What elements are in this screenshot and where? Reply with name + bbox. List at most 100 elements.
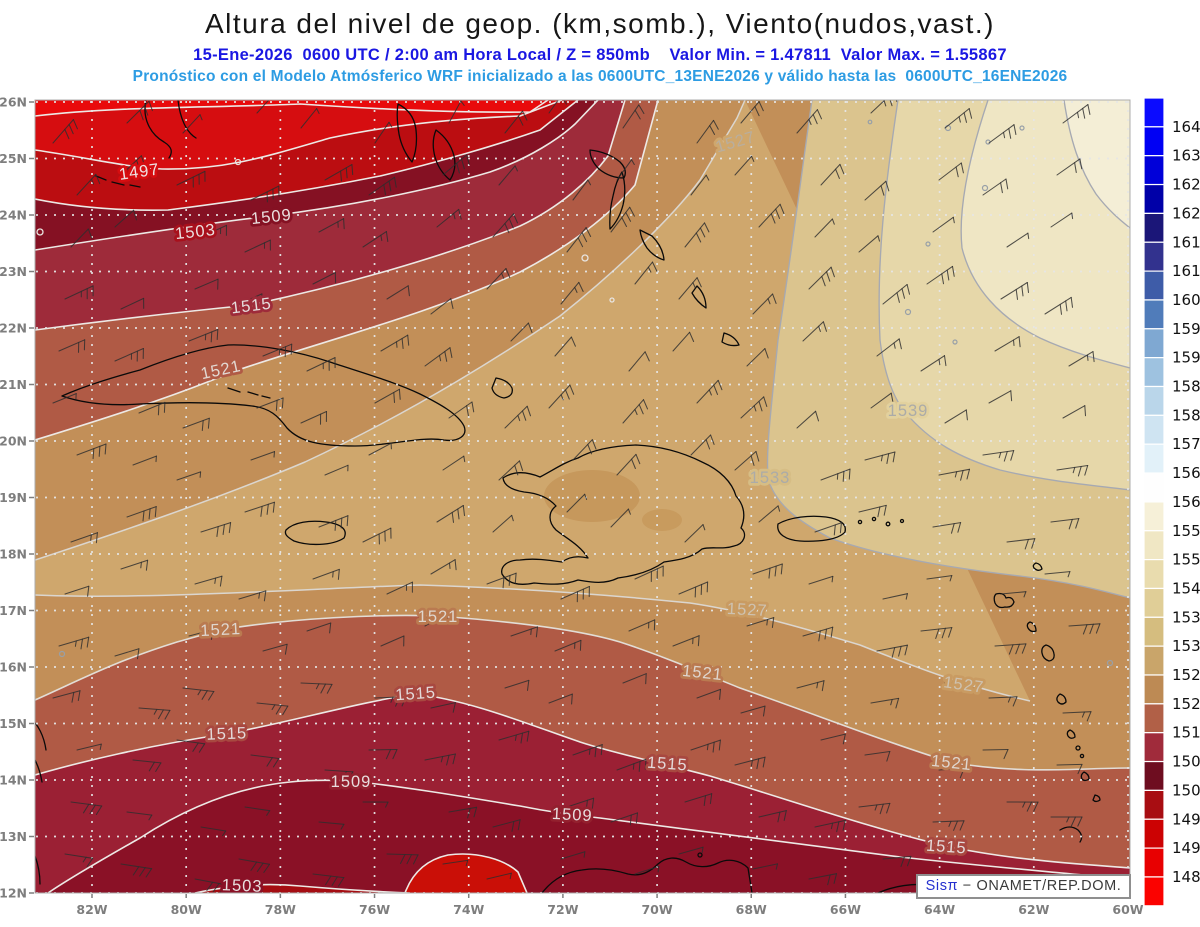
colorbar-segment — [1143, 385, 1165, 416]
lon-label: 66W — [830, 902, 861, 917]
lon-label: 60W — [1112, 902, 1143, 917]
lon-label: 78W — [265, 902, 296, 917]
colorbar-label: 1485 — [1172, 868, 1200, 886]
colorbar-segment — [1143, 530, 1165, 561]
colorbar-segment — [1143, 789, 1165, 820]
band-1551-plus — [1064, 100, 1130, 228]
contour-label: 1515 — [206, 724, 247, 743]
subtitle-line2: Pronóstico con el Modelo Atmósferico WRF… — [132, 68, 1068, 85]
lat-label: 12N — [0, 886, 27, 901]
lon-label: 70W — [641, 902, 672, 917]
colorbar-segment — [1143, 732, 1165, 763]
jamaica — [284, 520, 346, 546]
colorbar-segment — [1143, 760, 1165, 791]
colorbar-label: 1623 — [1172, 204, 1200, 222]
colorbar-label: 1599 — [1172, 320, 1200, 338]
colorbar-label: 1605 — [1172, 291, 1200, 309]
colorbar-label: 1635 — [1172, 147, 1200, 165]
colorbar-segment — [1143, 270, 1165, 301]
coastlines — [35, 100, 1114, 893]
colorbar-label: 1503 — [1172, 781, 1200, 799]
colorbar-segment — [1143, 155, 1165, 186]
band-1527-1533 — [35, 100, 1030, 701]
colorbar-segment — [1143, 472, 1165, 503]
bahamas — [396, 103, 740, 399]
axis-labels: 26N 25N 24N 23N 22N 21N 20N 19N 18N 17N 16N 15N 14N 1… — [0, 95, 1144, 918]
lat-label: 13N — [0, 829, 27, 844]
lon-label: 68W — [736, 902, 767, 917]
lon-label: 64W — [924, 902, 955, 917]
colorbar-segment — [1143, 558, 1165, 590]
colorbar-label: 1527 — [1172, 666, 1200, 684]
colorbar-segment — [1143, 443, 1165, 474]
lat-label: 22N — [0, 321, 27, 336]
colorbar-label: 1593 — [1172, 349, 1200, 367]
colorbar-segment — [1143, 674, 1165, 705]
cuba — [61, 344, 466, 447]
contour-label: 1527 — [726, 600, 768, 620]
colorbar-label: 1575 — [1172, 435, 1200, 453]
colorbar-segment — [1143, 876, 1165, 907]
contour-lines — [35, 100, 1130, 893]
colorbar-label: 1515 — [1172, 724, 1200, 742]
colorbar-label: 1545 — [1172, 579, 1200, 597]
lat-label: 23N — [0, 264, 27, 279]
colorbar-segment — [1143, 212, 1165, 243]
subtitle-line1: 15-Ene-2026 0600 UTC / 2:00 am Hora Loca… — [193, 46, 1007, 64]
lon-label: 76W — [359, 902, 390, 917]
colorbar-label: 1509 — [1172, 753, 1200, 771]
colorbar-label: 1557 — [1172, 522, 1200, 540]
lon-label: 82W — [76, 902, 107, 917]
puerto-rico — [777, 515, 846, 542]
colorbar-segment — [1143, 645, 1165, 676]
lat-label: 19N — [0, 490, 27, 505]
lon-label: 72W — [547, 902, 578, 917]
florida-keys — [95, 175, 141, 188]
watermark-brand: Sisπ — [925, 878, 959, 894]
colorbar-label: 1533 — [1172, 637, 1200, 655]
contour-label: 1521 — [200, 620, 242, 640]
colorbar-segment — [1143, 501, 1165, 532]
colorbar-segment — [1143, 587, 1165, 618]
map-border — [34, 99, 1131, 894]
watermark: Sisπ − ONAMET/REP.DOM. — [916, 874, 1131, 899]
watermark-org: − ONAMET/REP.DOM. — [958, 878, 1122, 894]
trinidad — [1059, 826, 1083, 843]
colorbar-segment — [1143, 328, 1165, 359]
graticule — [36, 101, 1129, 893]
colorbar-label: 1521 — [1172, 695, 1200, 713]
lon-label: 62W — [1018, 902, 1049, 917]
colorbar-label: 1569 — [1172, 464, 1200, 482]
lat-label: 20N — [0, 434, 27, 449]
lon-label: 80W — [171, 902, 202, 917]
lat-label: 16N — [0, 660, 27, 675]
colorbar-segment — [1143, 126, 1165, 157]
contour-label: 1533 — [750, 469, 791, 487]
colorbar-segment — [1143, 241, 1165, 272]
contour-label: 1515 — [925, 837, 967, 858]
contour-label: 1515 — [395, 684, 437, 705]
low-center-red — [405, 854, 527, 893]
lat-label: 24N — [0, 208, 27, 223]
hispaniola — [501, 444, 746, 585]
contour-label: 1515 — [646, 754, 688, 775]
band-lt-1491-nw — [35, 100, 548, 116]
colorbar-segment — [1143, 357, 1165, 388]
south-america-coast — [541, 857, 753, 893]
band-1503-1509-s — [48, 780, 1130, 893]
lat-label: 25N — [0, 151, 27, 166]
colorbar-label: 1539 — [1172, 608, 1200, 626]
wind-barbs-layer — [52, 100, 1101, 893]
lat-label: 15N — [0, 716, 27, 731]
central-america-coast — [35, 721, 47, 885]
contour-label: 1509 — [551, 805, 593, 825]
colorbar-label: 1617 — [1172, 233, 1200, 251]
lat-label: 17N — [0, 603, 27, 618]
colorbar-segment — [1143, 97, 1165, 128]
contour-label: 1509 — [331, 773, 372, 791]
